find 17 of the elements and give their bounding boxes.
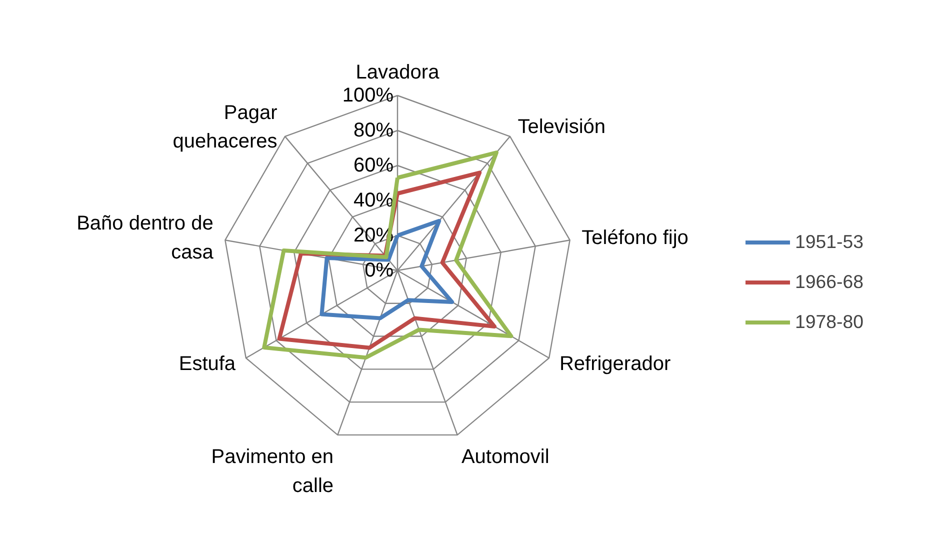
spoke-label: Refrigerador xyxy=(559,353,671,375)
spoke-label: Automovil xyxy=(461,446,550,468)
y-tick-label: 80% xyxy=(353,120,394,142)
spoke-label: Teléfono fijo xyxy=(582,227,688,250)
y-tick-label: 0% xyxy=(364,260,394,282)
spoke-label: Pavimento en calle xyxy=(211,446,334,497)
y-tick-label: 100% xyxy=(342,84,394,106)
y-tick-label: 60% xyxy=(353,154,394,176)
legend-label: 1978-80 xyxy=(795,311,864,333)
spoke-label: Televisión xyxy=(518,116,606,138)
legend-label: 1951-53 xyxy=(795,231,864,253)
spoke-label: Baño dentro de casa xyxy=(76,212,214,264)
spoke-label: Lavadora xyxy=(356,62,440,84)
y-tick-label: 40% xyxy=(353,190,394,212)
spoke-label: Pagar quehaceres xyxy=(172,102,278,153)
spoke-label: Estufa xyxy=(178,353,236,375)
legend-label: 1966-68 xyxy=(795,271,864,293)
